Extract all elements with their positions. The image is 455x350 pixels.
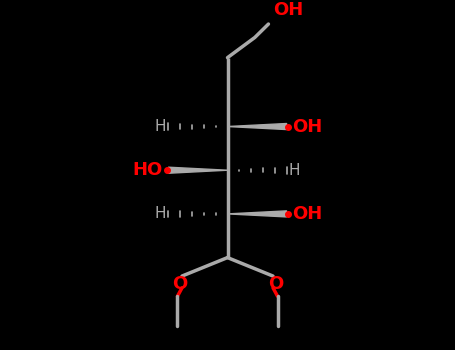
Polygon shape <box>228 211 287 217</box>
Text: HO: HO <box>133 161 163 179</box>
Text: OH: OH <box>292 205 322 223</box>
Polygon shape <box>168 167 228 173</box>
Polygon shape <box>228 124 287 130</box>
Text: H: H <box>289 163 300 178</box>
Text: OH: OH <box>273 1 303 19</box>
Text: H: H <box>155 119 166 134</box>
Text: H: H <box>155 206 166 222</box>
Text: O: O <box>268 275 283 293</box>
Text: OH: OH <box>292 118 322 135</box>
Text: O: O <box>172 275 187 293</box>
